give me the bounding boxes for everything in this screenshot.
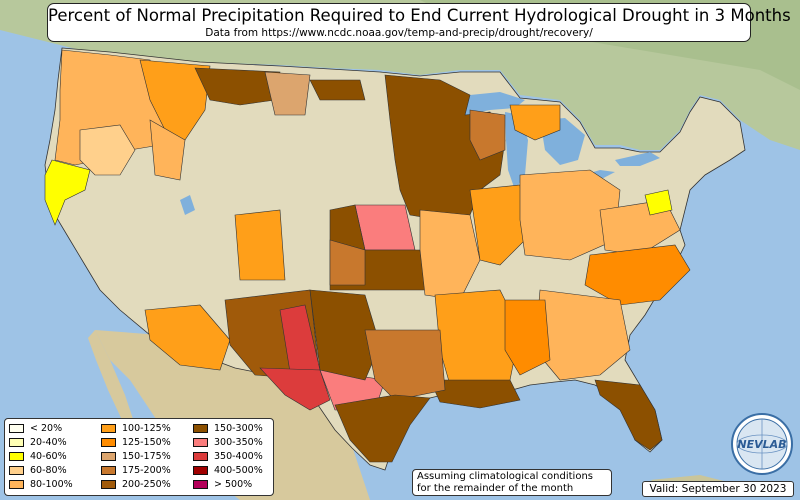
region-south-texas-brown xyxy=(334,394,431,463)
region-colorado-orange xyxy=(234,209,286,281)
region-florida-brown xyxy=(594,379,663,451)
legend-item: 60-80% xyxy=(9,464,67,477)
map-title: Percent of Normal Precipitation Required… xyxy=(48,6,791,25)
legend-label: 400-500% xyxy=(214,465,263,476)
title-box: Percent of Normal Precipitation Required… xyxy=(47,3,791,42)
legend-swatch xyxy=(9,452,24,461)
legend-label: 175-200% xyxy=(122,465,171,476)
legend-item: 20-40% xyxy=(9,436,67,449)
legend-swatch xyxy=(101,452,116,461)
legend-item: 400-500% xyxy=(193,464,263,477)
region-dc-yellow xyxy=(644,189,673,216)
region-california-yellow xyxy=(44,159,91,226)
map-subtitle: Data from https://www.ncdc.noaa.gov/temp… xyxy=(205,27,593,39)
valid-date: Valid: September 30 2023 xyxy=(642,481,794,497)
legend-swatch xyxy=(193,438,208,447)
legend-item: < 20% xyxy=(9,422,62,435)
region-illinois-mixed xyxy=(469,184,526,266)
region-oregon-light xyxy=(79,124,136,176)
region-nd-brown xyxy=(309,79,366,101)
assumption-line-1: Assuming climatological conditions xyxy=(417,471,593,482)
legend-label: < 20% xyxy=(30,423,63,434)
region-louisiana-brown xyxy=(429,379,521,409)
legend-swatch xyxy=(9,480,24,489)
legend-item: 200-250% xyxy=(101,478,171,491)
legend-swatch xyxy=(101,438,116,447)
region-wyoming-orange xyxy=(149,119,186,181)
legend-swatch xyxy=(193,424,208,433)
mexico-landmass xyxy=(95,330,370,500)
region-kansas-orange xyxy=(329,239,366,286)
legend-swatch xyxy=(193,480,208,489)
legend-label: > 500% xyxy=(214,479,253,490)
legend-item: 150-300% xyxy=(193,422,263,435)
legend-label: 150-300% xyxy=(214,423,263,434)
legend-swatch xyxy=(101,466,116,475)
legend-label: 20-40% xyxy=(30,437,67,448)
legend-item: > 500% xyxy=(193,478,252,491)
region-michigan-orange xyxy=(509,104,561,141)
nevlab-logo: NEVLAB xyxy=(731,413,793,475)
legend-label: 80-100% xyxy=(30,479,73,490)
legend-item: 125-150% xyxy=(101,436,171,449)
region-montana-tan xyxy=(264,71,311,116)
region-carolinas xyxy=(584,244,691,306)
legend-swatch xyxy=(9,424,24,433)
legend-label: 100-125% xyxy=(122,423,171,434)
lake-ontario xyxy=(615,152,660,166)
legend-item: 150-175% xyxy=(101,450,171,463)
region-nebraska-pink xyxy=(354,204,416,251)
legend-swatch xyxy=(9,438,24,447)
legend-label: 350-400% xyxy=(214,451,263,462)
legend-label: 150-175% xyxy=(122,451,171,462)
legend: < 20% 20-40% 40-60% 60-80% 80-100% 100-1… xyxy=(4,418,274,496)
region-arizona-mixed xyxy=(144,304,231,371)
great-salt-lake xyxy=(180,195,195,215)
legend-label: 125-150% xyxy=(122,437,171,448)
legend-item: 350-400% xyxy=(193,450,263,463)
assumption-note: Assuming climatological conditions for t… xyxy=(412,469,612,496)
legend-swatch xyxy=(9,466,24,475)
legend-label: 200-250% xyxy=(122,479,171,490)
legend-item: 80-100% xyxy=(9,478,73,491)
assumption-line-2: for the remainder of the month xyxy=(417,483,574,494)
svg-text:NEVLAB: NEVLAB xyxy=(737,438,786,451)
region-ohio-valley xyxy=(519,169,621,261)
legend-swatch xyxy=(193,452,208,461)
legend-label: 300-350% xyxy=(214,437,263,448)
legend-swatch xyxy=(193,466,208,475)
legend-item: 100-125% xyxy=(101,422,171,435)
legend-label: 40-60% xyxy=(30,451,67,462)
legend-swatch xyxy=(101,424,116,433)
region-wisconsin-orange xyxy=(469,109,506,161)
region-montana-brown xyxy=(194,67,281,106)
legend-item: 175-200% xyxy=(101,464,171,477)
region-east-texas-orange xyxy=(364,329,446,401)
legend-item: 300-350% xyxy=(193,436,263,449)
region-alabama-orange xyxy=(504,299,551,376)
legend-label: 60-80% xyxy=(30,465,67,476)
legend-swatch xyxy=(101,480,116,489)
region-west-texas-red xyxy=(259,367,331,411)
legend-item: 40-60% xyxy=(9,450,67,463)
